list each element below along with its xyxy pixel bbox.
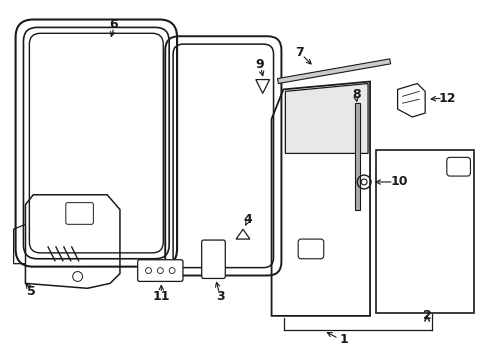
Polygon shape (14, 224, 25, 264)
Text: 12: 12 (437, 92, 455, 105)
Text: 9: 9 (255, 58, 264, 71)
Polygon shape (271, 82, 369, 316)
FancyBboxPatch shape (201, 240, 225, 278)
Polygon shape (255, 80, 269, 93)
Text: 6: 6 (109, 18, 118, 31)
Text: 1: 1 (338, 333, 347, 346)
Polygon shape (375, 150, 473, 313)
Polygon shape (285, 84, 367, 153)
Polygon shape (397, 84, 424, 117)
Text: 2: 2 (422, 309, 430, 322)
Text: 3: 3 (216, 290, 224, 303)
Polygon shape (236, 229, 249, 239)
Polygon shape (355, 103, 360, 210)
Text: 11: 11 (152, 290, 170, 303)
Text: 4: 4 (243, 213, 252, 226)
Polygon shape (25, 195, 120, 288)
Text: 7: 7 (294, 45, 303, 59)
Text: 5: 5 (27, 285, 36, 298)
Text: 10: 10 (390, 175, 407, 189)
FancyBboxPatch shape (138, 260, 183, 282)
Polygon shape (277, 59, 390, 84)
Text: 8: 8 (351, 88, 360, 101)
